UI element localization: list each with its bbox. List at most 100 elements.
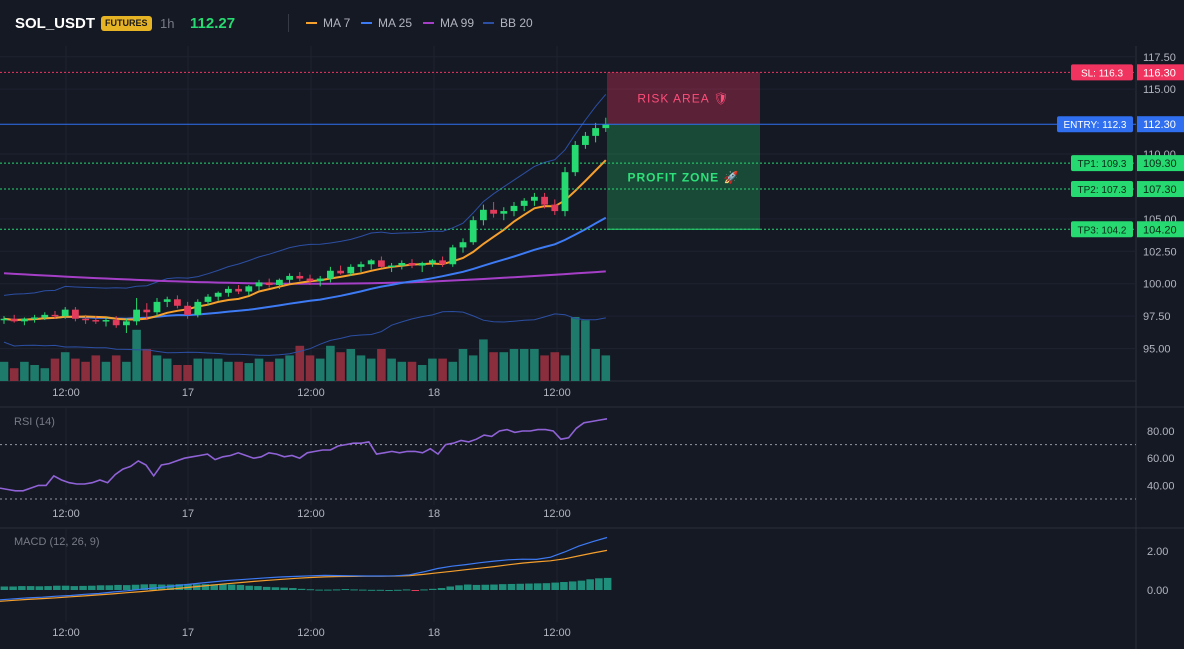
volume-bar bbox=[540, 355, 549, 381]
rsi-tick-label: 80.00 bbox=[1147, 426, 1175, 438]
candle-body bbox=[296, 275, 304, 279]
legend-bb20[interactable]: BB 20 bbox=[483, 16, 533, 30]
macd-histogram-bar bbox=[437, 588, 446, 590]
symbol-title[interactable]: SOL_USDT bbox=[15, 15, 96, 32]
time-tick-label: 12:00 bbox=[543, 627, 571, 639]
sl-price-tag bbox=[1137, 64, 1184, 81]
macd-histogram-bar bbox=[324, 589, 332, 591]
macd-histogram-bar bbox=[175, 584, 183, 590]
macd-histogram-bar bbox=[306, 589, 315, 591]
price-tick-label: 95.00 bbox=[1143, 344, 1171, 356]
macd-histogram-bar bbox=[18, 586, 26, 590]
volume-bar bbox=[111, 355, 121, 381]
candle-body bbox=[133, 309, 140, 322]
legend-ma7[interactable]: MA 7 bbox=[306, 16, 350, 30]
ma99-line bbox=[3, 270, 606, 285]
candle-body bbox=[225, 288, 232, 293]
candle-body bbox=[82, 318, 89, 321]
time-tick-label: 17 bbox=[182, 508, 194, 520]
volume-bar bbox=[530, 349, 539, 381]
candle-body bbox=[72, 309, 79, 319]
volume-bar bbox=[203, 358, 213, 381]
macd-histogram-bar bbox=[603, 577, 612, 590]
candle-body bbox=[551, 204, 559, 212]
macd-histogram-bar bbox=[262, 586, 271, 590]
macd-histogram-bar bbox=[394, 589, 402, 591]
volume-bar bbox=[448, 361, 458, 381]
ma99-swatch bbox=[423, 21, 434, 24]
macd-histogram-bar bbox=[586, 579, 594, 590]
macd-tick-label: 0.00 bbox=[1147, 585, 1168, 597]
macd-histogram-bar bbox=[166, 584, 175, 590]
candle-body bbox=[316, 278, 324, 282]
time-tick-label: 17 bbox=[182, 387, 194, 399]
candle-body bbox=[61, 309, 69, 317]
volume-bar bbox=[417, 365, 427, 381]
volume-bar bbox=[234, 361, 243, 381]
macd-histogram-bar bbox=[446, 586, 455, 590]
volume-bar bbox=[244, 363, 254, 381]
macd-histogram-bar bbox=[385, 590, 393, 591]
candle-body bbox=[582, 135, 589, 145]
volume-bar bbox=[397, 361, 407, 381]
macd-histogram-bar bbox=[201, 584, 210, 590]
bb-upper-line bbox=[3, 93, 607, 296]
macd-histogram-bar bbox=[359, 589, 367, 591]
macd-histogram-bar bbox=[507, 583, 516, 590]
volume-bar bbox=[275, 358, 284, 381]
time-tick-label: 12:00 bbox=[543, 508, 571, 520]
tp1-price-label: 109.30 bbox=[1143, 158, 1177, 170]
legend-ma99[interactable]: MA 99 bbox=[423, 16, 474, 30]
macd-histogram-bar bbox=[289, 588, 297, 590]
candle-body bbox=[510, 205, 518, 212]
candle-body bbox=[102, 320, 110, 322]
macd-histogram-bar bbox=[420, 589, 428, 591]
price-tick-label: 115.00 bbox=[1143, 84, 1176, 96]
volume-bar bbox=[91, 355, 101, 381]
tp2-price-label: 107.30 bbox=[1143, 184, 1177, 196]
entry-tag bbox=[1057, 116, 1133, 133]
volume-bar bbox=[264, 361, 274, 381]
macd-histogram-bar bbox=[402, 589, 411, 591]
candle-body bbox=[0, 318, 8, 321]
macd-histogram-bar bbox=[9, 586, 17, 590]
time-tick-label: 12:00 bbox=[52, 387, 80, 399]
legend-bb20-label: BB 20 bbox=[500, 16, 533, 30]
volume-bar bbox=[60, 352, 70, 381]
macd-histogram-bar bbox=[236, 584, 245, 590]
candle-body bbox=[174, 299, 181, 306]
candle-body bbox=[337, 270, 344, 274]
macd-histogram-bar bbox=[0, 586, 9, 590]
risk-area-label: RISK AREA 🛡 bbox=[637, 91, 729, 105]
candle-body bbox=[388, 265, 395, 268]
candle-body bbox=[214, 292, 222, 297]
volume-bar bbox=[601, 355, 611, 381]
macd-title: MACD (12, 26, 9) bbox=[14, 536, 100, 548]
macd-signal-line bbox=[0, 549, 608, 602]
volume-bar bbox=[366, 358, 376, 381]
macd-histogram-bar bbox=[332, 589, 341, 591]
macd-histogram-bar bbox=[114, 584, 122, 590]
timeframe-label[interactable]: 1h bbox=[160, 16, 175, 31]
macd-histogram-bar bbox=[280, 587, 288, 590]
volume-bar bbox=[519, 349, 529, 381]
candle-body bbox=[408, 262, 416, 266]
legend-ma25[interactable]: MA 25 bbox=[361, 16, 412, 30]
macd-histogram-bar bbox=[70, 586, 79, 590]
tp2-price-tag bbox=[1137, 181, 1184, 198]
candle-body bbox=[429, 260, 436, 263]
volume-bar bbox=[377, 349, 386, 381]
candle-body bbox=[531, 196, 538, 201]
candle-body bbox=[286, 275, 293, 280]
time-tick-label: 18 bbox=[428, 627, 440, 639]
volume-bar bbox=[468, 355, 478, 381]
volume-bar bbox=[550, 352, 560, 381]
volume-bar bbox=[183, 365, 192, 381]
candle-body bbox=[347, 266, 355, 274]
volume-bar bbox=[479, 339, 488, 381]
candle-body bbox=[255, 282, 263, 287]
macd-histogram-bar bbox=[210, 584, 218, 590]
tp3-tag-label: TP3: 104.2 bbox=[1078, 225, 1127, 236]
rsi-title: RSI (14) bbox=[14, 416, 55, 428]
